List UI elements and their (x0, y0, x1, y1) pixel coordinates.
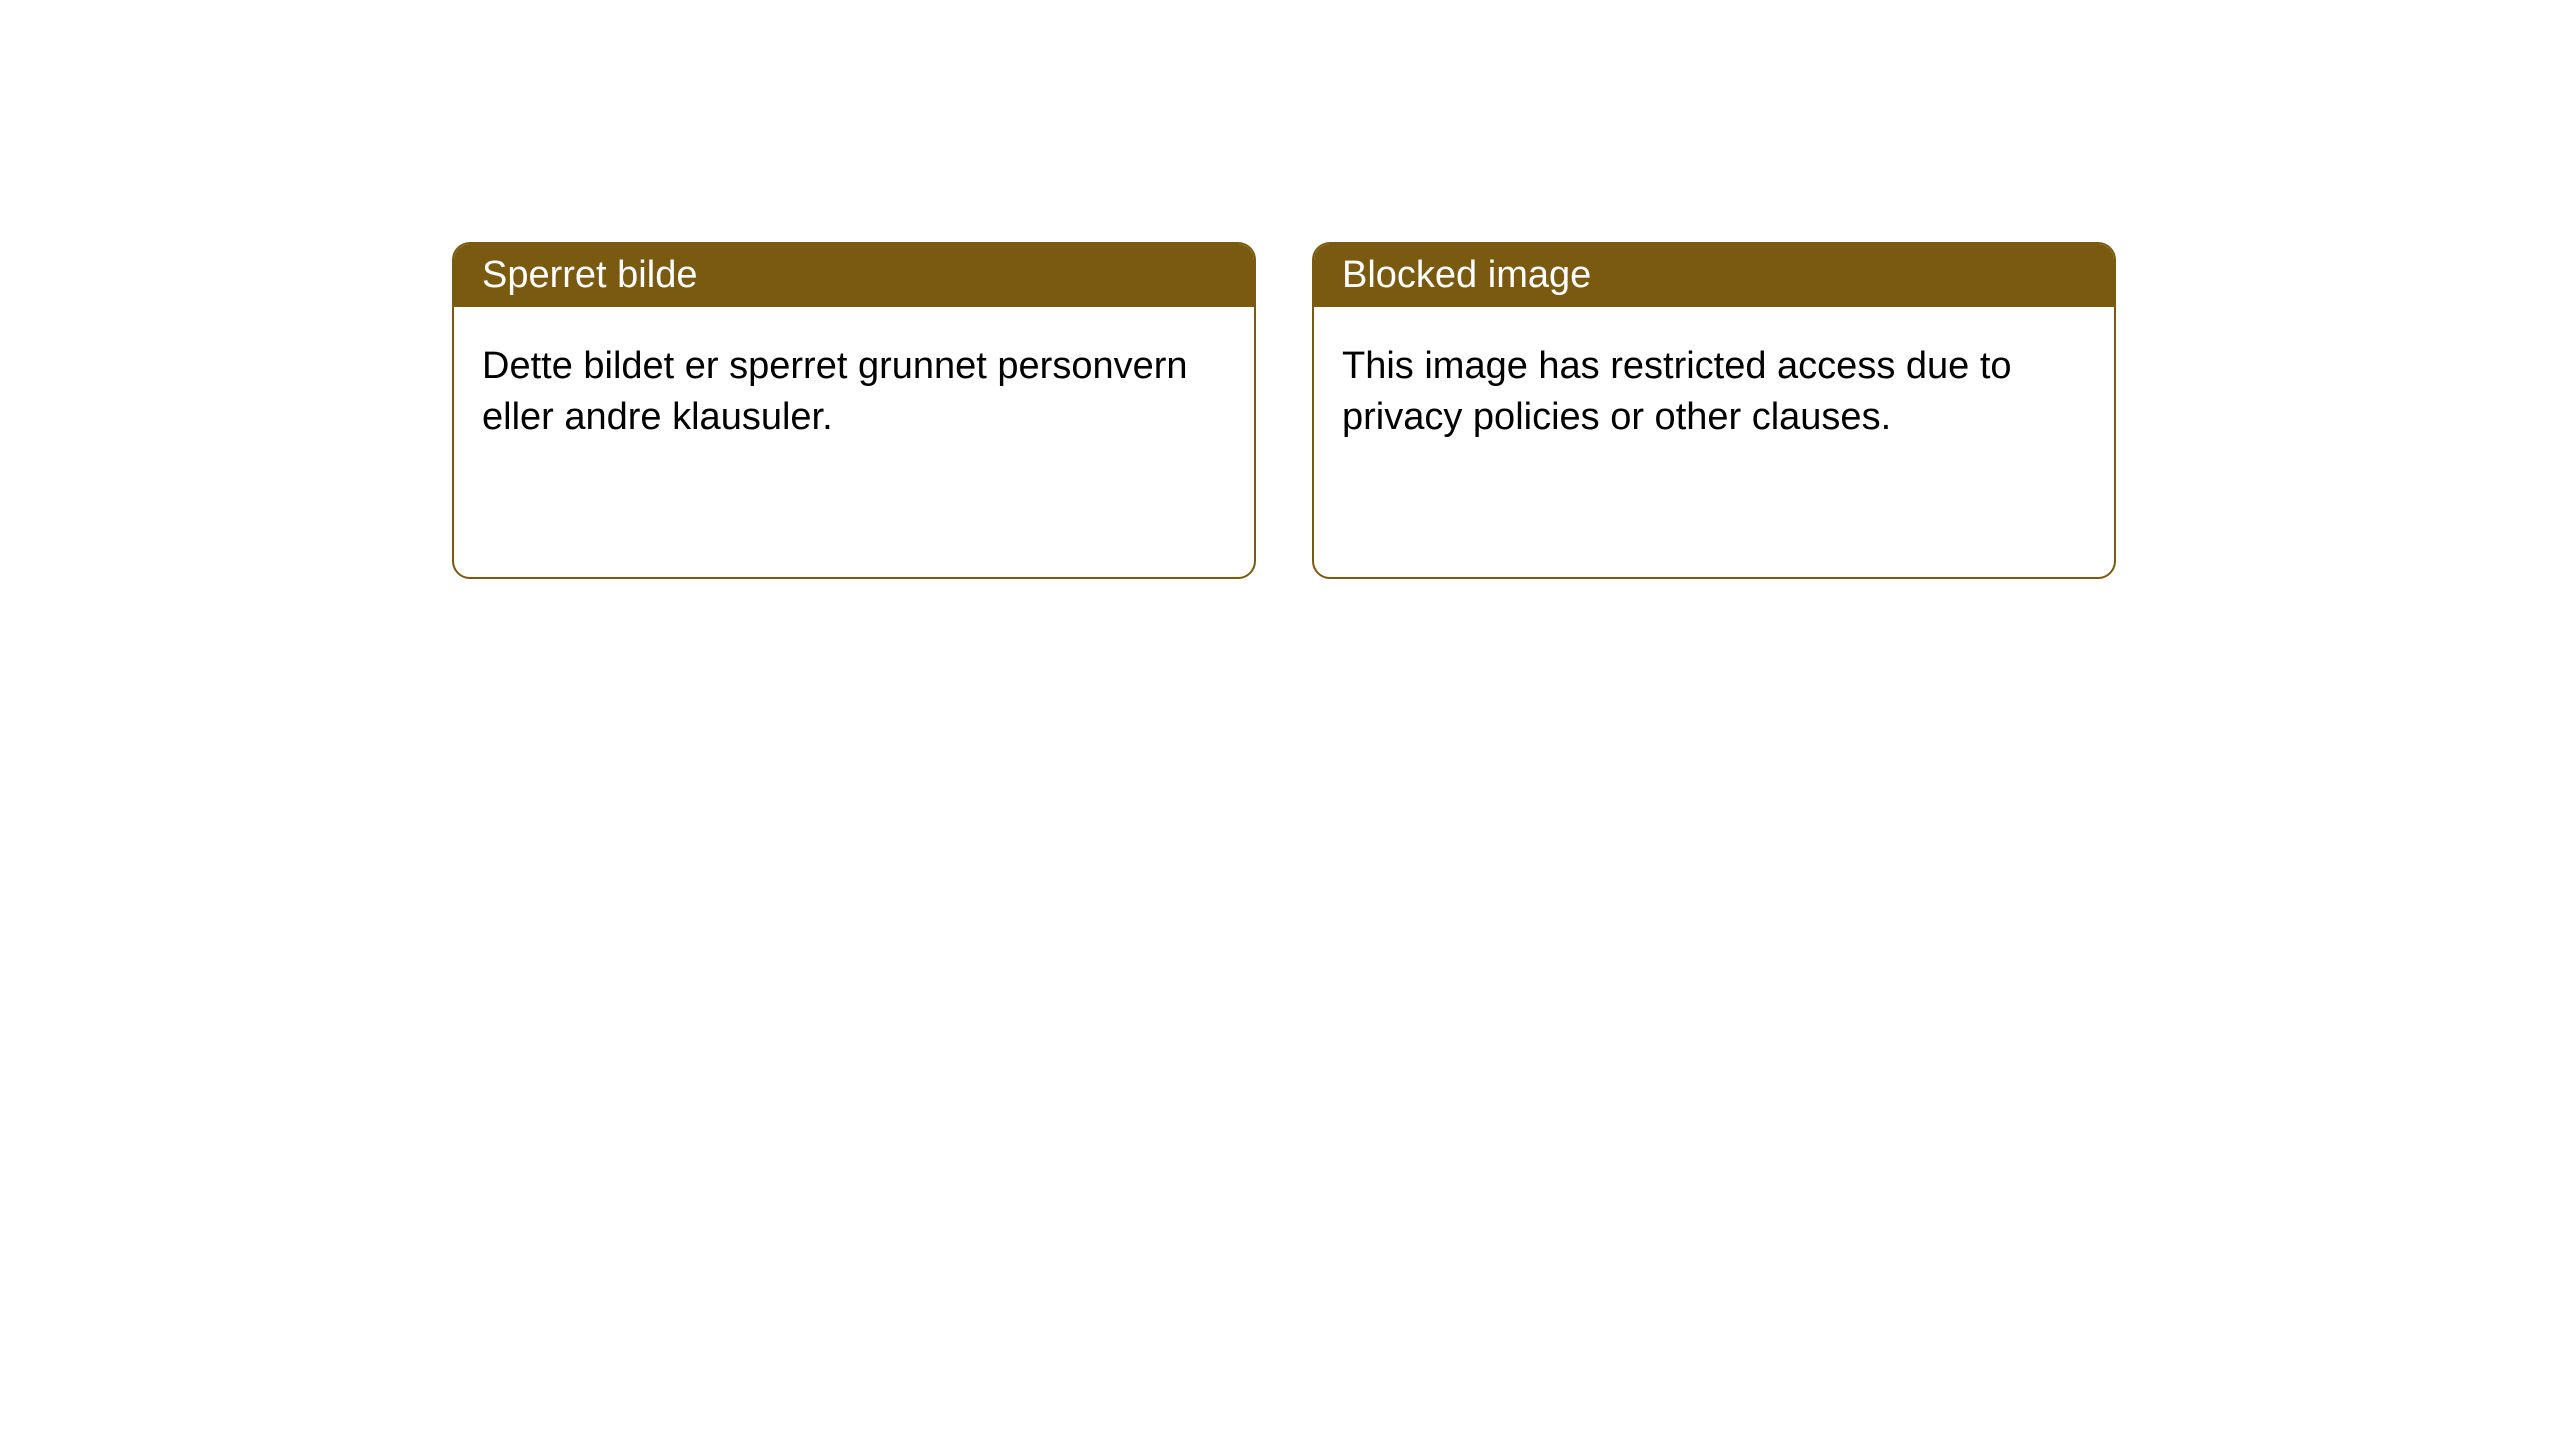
card-title: Blocked image (1342, 254, 1591, 296)
notice-card-english: Blocked image This image has restricted … (1312, 242, 2116, 579)
card-title: Sperret bilde (482, 254, 697, 296)
card-body-text: Dette bildet er sperret grunnet personve… (482, 345, 1188, 438)
notice-card-norwegian: Sperret bilde Dette bildet er sperret gr… (452, 242, 1256, 579)
notice-cards-container: Sperret bilde Dette bildet er sperret gr… (452, 242, 2560, 579)
card-body: Dette bildet er sperret grunnet personve… (454, 307, 1254, 478)
card-body-text: This image has restricted access due to … (1342, 345, 2012, 438)
card-header: Sperret bilde (454, 244, 1254, 307)
card-body: This image has restricted access due to … (1314, 307, 2114, 478)
card-header: Blocked image (1314, 244, 2114, 307)
